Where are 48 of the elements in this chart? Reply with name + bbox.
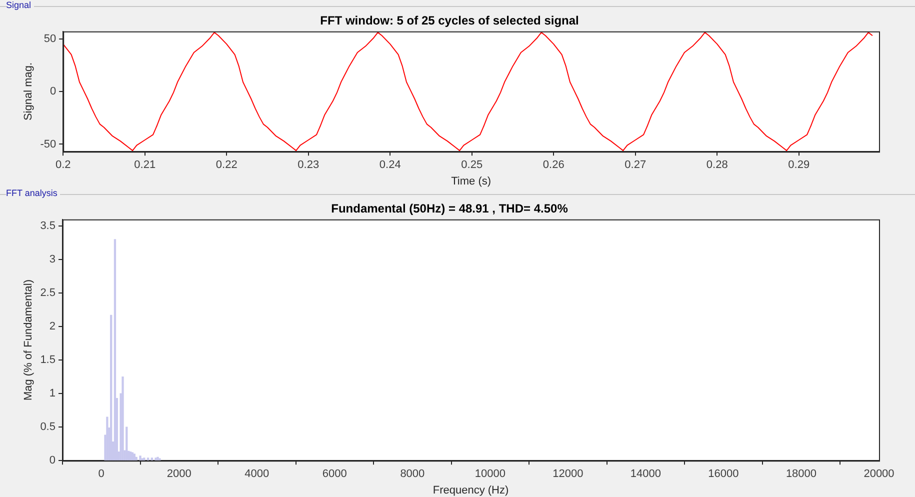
y-tick-label: 0	[49, 454, 56, 467]
x-tick-label: 4000	[244, 468, 270, 480]
x-tick-label: 12000	[552, 468, 584, 480]
y-tick-label: 1	[49, 388, 56, 400]
text: FFT analysis	[6, 188, 60, 198]
text: Signal	[6, 0, 34, 10]
y-tick-label: 3	[49, 254, 56, 266]
bar	[139, 456, 142, 460]
x-tick-label: 16000	[708, 468, 739, 480]
x-tick-label: 0.28	[706, 159, 728, 172]
bar	[114, 239, 116, 460]
y-axis-title: Signal mag.	[22, 62, 35, 121]
x-tick-label: 20000	[864, 468, 894, 480]
x-tick-label: 2000	[166, 468, 192, 480]
x-tick-label: 0.21	[134, 159, 156, 172]
y-tick-label: 3.5	[40, 220, 56, 232]
bar	[131, 452, 134, 460]
bar	[154, 458, 157, 460]
bar	[135, 456, 138, 460]
chart-title: Fundamental (50Hz) = 48.91 , THD= 4.50%	[331, 202, 568, 216]
y-tick-label: 50	[44, 32, 56, 45]
x-tick-label: 0.24	[379, 159, 401, 172]
x-tick-label: 0.25	[461, 159, 483, 172]
x-tick-label: 0.27	[624, 159, 646, 172]
y-tick-label: 2	[49, 320, 56, 333]
y-tick-label: 2.5	[40, 287, 56, 300]
x-axis-title: Time (s)	[451, 175, 492, 188]
bar	[146, 458, 150, 460]
y-tick-label: 0.5	[40, 421, 56, 434]
y-tick-label: 1.5	[40, 354, 56, 366]
y-tick-label: 0	[50, 86, 56, 98]
x-tick-label: 10000	[474, 468, 506, 480]
x-tick-label: 0.23	[298, 159, 320, 172]
x-tick-label: 0.26	[542, 159, 564, 172]
chart-title: FFT window: 5 of 25 cycles of selected signal	[320, 14, 579, 28]
x-tick-label: 0.2	[55, 159, 71, 172]
x-tick-label: 0	[98, 468, 104, 480]
y-axis-title: Mag (% of Fundamental)	[22, 279, 35, 401]
bar	[110, 314, 112, 460]
y-tick-label: -50	[40, 138, 56, 150]
x-tick-label: 6000	[322, 468, 347, 480]
x-tick-label: 0.22	[216, 159, 238, 172]
x-tick-label: 0.29	[788, 159, 810, 172]
bar	[133, 454, 136, 460]
x-axis-title: Frequency (Hz)	[432, 484, 509, 496]
x-tick-label: 18000	[786, 468, 817, 480]
x-tick-label: 14000	[630, 468, 662, 480]
x-tick-label: 8000	[400, 468, 425, 480]
